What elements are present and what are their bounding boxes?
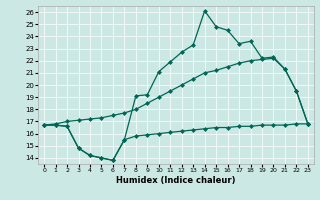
X-axis label: Humidex (Indice chaleur): Humidex (Indice chaleur) [116,176,236,185]
